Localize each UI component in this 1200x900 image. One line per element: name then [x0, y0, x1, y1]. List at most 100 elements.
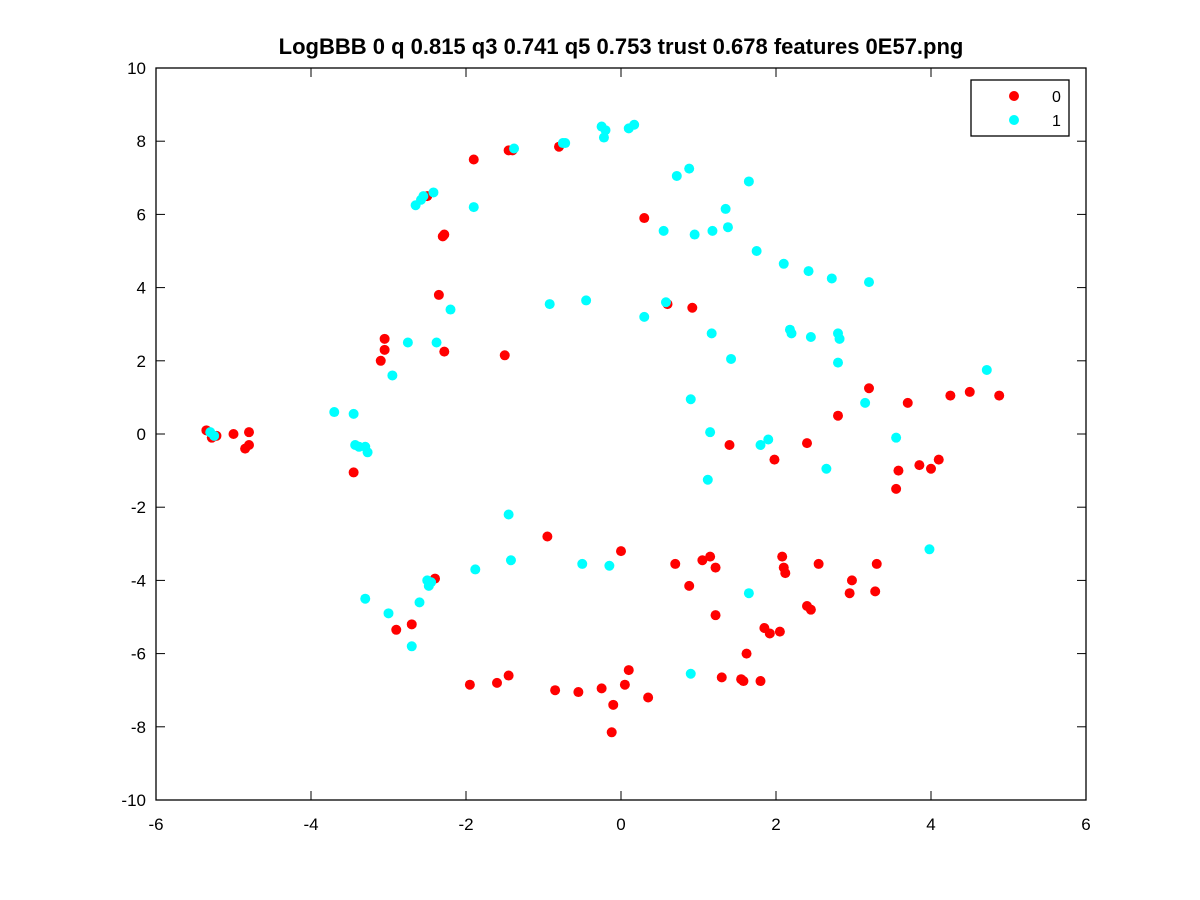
y-tick-label: 10 — [127, 59, 146, 78]
data-point-series-0 — [616, 546, 626, 557]
data-point-series-1 — [577, 558, 588, 569]
data-point-series-0 — [464, 679, 475, 690]
series-1-points — [205, 119, 992, 679]
data-point-series-1 — [743, 176, 754, 187]
data-point-series-0 — [933, 454, 944, 465]
chart-title: LogBBB 0 q 0.815 q3 0.741 q5 0.753 trust… — [279, 34, 964, 59]
data-point-series-0 — [542, 531, 553, 542]
data-point-series-0 — [964, 386, 975, 397]
data-point-series-0 — [994, 390, 1005, 401]
data-point-series-1 — [470, 564, 481, 575]
data-point-series-1 — [414, 597, 425, 608]
data-point-series-0 — [348, 467, 359, 478]
data-point-series-1 — [891, 432, 902, 443]
data-point-series-1 — [598, 132, 609, 143]
data-points — [201, 119, 1005, 738]
data-point-series-0 — [893, 465, 904, 476]
data-point-series-1 — [834, 333, 845, 344]
data-point-series-0 — [871, 558, 882, 569]
y-tick-label: 2 — [137, 352, 146, 371]
data-point-series-0 — [844, 588, 855, 599]
data-point-series-0 — [870, 586, 881, 597]
data-point-series-1 — [329, 407, 340, 418]
data-point-series-1 — [509, 143, 520, 154]
data-point-series-0 — [375, 355, 386, 366]
data-point-series-1 — [431, 337, 442, 348]
data-point-series-0 — [710, 610, 721, 621]
data-point-series-1 — [406, 641, 417, 652]
plot-area — [156, 68, 1086, 800]
data-point-series-0 — [623, 665, 634, 676]
data-point-series-1 — [864, 277, 874, 288]
data-point-series-1 — [981, 364, 992, 375]
x-tick-label: 0 — [616, 815, 625, 834]
data-point-series-1 — [763, 434, 774, 445]
data-point-series-0 — [439, 346, 450, 357]
legend-label-series-1: 1 — [1052, 113, 1061, 130]
data-point-series-1 — [348, 408, 359, 419]
data-point-series-0 — [813, 558, 824, 569]
data-point-series-1 — [428, 187, 439, 198]
data-point-series-0 — [724, 439, 735, 450]
data-point-series-1 — [805, 332, 816, 343]
data-point-series-0 — [670, 558, 681, 569]
data-point-series-1 — [505, 555, 516, 566]
data-point-series-1 — [833, 357, 843, 368]
data-point-series-1 — [468, 202, 479, 213]
data-point-series-0 — [433, 289, 444, 300]
data-point-series-1 — [924, 544, 935, 555]
data-point-series-0 — [406, 619, 417, 630]
data-point-series-0 — [833, 410, 843, 421]
data-point-series-0 — [684, 580, 695, 591]
x-tick-label: -6 — [148, 815, 163, 834]
data-point-series-1 — [751, 246, 762, 256]
y-tick-label: -2 — [131, 498, 146, 517]
data-point-series-1 — [685, 668, 696, 679]
data-point-series-1 — [685, 394, 696, 405]
x-tick-label: -4 — [303, 815, 318, 834]
y-tick-label: 6 — [137, 205, 146, 224]
data-point-series-0 — [379, 344, 390, 355]
data-point-series-1 — [604, 560, 615, 571]
data-point-series-1 — [560, 138, 571, 149]
legend-marker-series-1 — [1009, 115, 1019, 125]
data-point-series-1 — [743, 588, 754, 599]
data-point-series-1 — [418, 191, 429, 202]
data-point-series-1 — [671, 170, 682, 181]
data-point-series-1 — [726, 353, 737, 364]
data-point-series-1 — [684, 163, 695, 174]
data-point-series-0 — [240, 443, 251, 454]
data-point-series-1 — [778, 258, 789, 269]
y-tick-label: 8 — [137, 132, 146, 151]
data-point-series-0 — [891, 483, 902, 494]
data-point-series-1 — [639, 311, 650, 322]
data-point-series-0 — [391, 624, 402, 635]
data-point-series-1 — [860, 397, 871, 408]
data-point-series-0 — [619, 679, 630, 690]
data-point-series-1 — [503, 509, 514, 520]
data-point-series-1 — [658, 225, 669, 236]
data-point-series-0 — [244, 427, 254, 438]
data-point-series-0 — [643, 692, 654, 703]
data-point-series-0 — [777, 551, 788, 562]
data-point-series-0 — [755, 676, 766, 687]
legend-box — [970, 79, 1070, 137]
data-point-series-1 — [705, 427, 716, 438]
data-point-series-1 — [702, 474, 713, 485]
data-point-series-0 — [769, 454, 780, 465]
legend-label-series-0: 0 — [1052, 89, 1061, 106]
y-tick-label: 4 — [137, 279, 146, 298]
data-point-series-1 — [426, 577, 437, 588]
data-point-series-0 — [492, 677, 502, 688]
data-point-series-1 — [722, 222, 733, 233]
data-point-series-1 — [362, 447, 373, 458]
data-point-series-1 — [826, 273, 837, 284]
data-point-series-1 — [383, 608, 394, 619]
data-point-series-1 — [821, 463, 832, 474]
data-point-series-0 — [499, 350, 510, 361]
data-point-series-0 — [805, 604, 816, 615]
data-point-series-0 — [468, 154, 479, 165]
data-point-series-0 — [780, 568, 791, 579]
data-point-series-0 — [379, 333, 390, 344]
data-point-series-0 — [902, 397, 913, 408]
